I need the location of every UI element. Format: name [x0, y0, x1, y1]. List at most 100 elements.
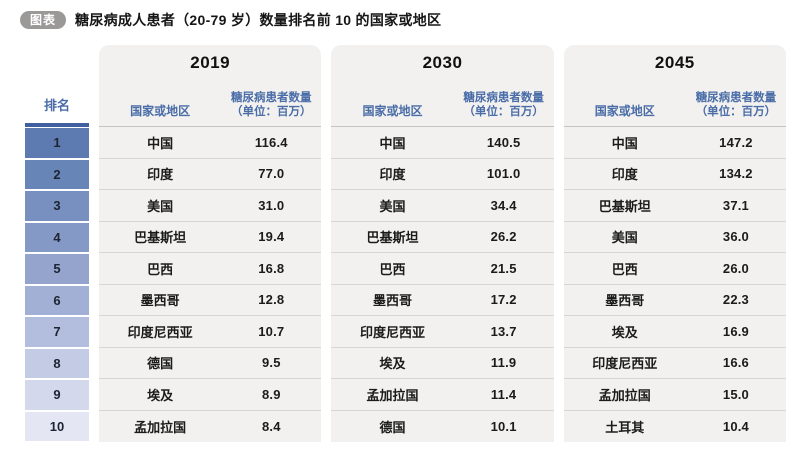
table-row-2030-rank8: 埃及 11.9 [331, 348, 554, 379]
value-cell: 16.8 [258, 260, 285, 276]
value-cell: 13.7 [490, 323, 517, 339]
value-cell: 11.4 [490, 386, 517, 402]
value-cell: 140.5 [486, 134, 521, 150]
rank-cell-3: 3 [25, 190, 89, 222]
value-cell: 12.8 [258, 292, 285, 308]
country-cell: 德国 [147, 356, 174, 372]
ranking-table: 排名 1 2 3 4 5 6 7 8 9 10 2019 国家或地区 糖尿病患者数量 （单位：百万） 中国… [25, 45, 786, 442]
value-column-header: 糖尿病患者数量 （单位：百万） [686, 81, 786, 126]
table-row-2045-rank6: 墨西哥 22.3 [563, 285, 786, 316]
country-cell: 美国 [147, 198, 174, 214]
value-header-line2: （单位：百万） [463, 106, 544, 118]
table-row-2030-rank2: 印度 101.0 [331, 159, 554, 190]
value-cell: 11.9 [490, 355, 517, 371]
rank-cell-10: 10 [25, 410, 89, 442]
table-row-2019-rank6: 墨西哥 12.8 [99, 285, 322, 316]
country-cell: 墨西哥 [372, 293, 412, 309]
country-cell: 巴基斯坦 [134, 230, 187, 246]
figure-title: 糖尿病成人患者（20-79 岁）数量排名前 10 的国家或地区 [75, 12, 442, 28]
table-row-2019-rank10: 孟加拉国 8.4 [99, 411, 321, 443]
year-label-2030: 2030 [422, 53, 463, 72]
value-cell: 8.4 [261, 418, 281, 434]
value-cell: 36.0 [722, 229, 749, 245]
year-panel-2045: 2045 国家或地区 糖尿病患者数量 （单位：百万） 中国 147.2 印度 134.2 巴基斯… [563, 45, 786, 442]
title-row: 图表 糖尿病成人患者（20-79 岁）数量排名前 10 的国家或地区 [20, 8, 786, 32]
country-cell: 埃及 [611, 324, 638, 340]
value-cell: 17.2 [490, 292, 517, 308]
column-headers: 国家或地区 糖尿病患者数量 （单位：百万） [99, 81, 322, 127]
rank-column-header: 排名 [25, 45, 89, 127]
value-cell: 147.2 [719, 134, 753, 150]
country-cell: 中国 [147, 135, 174, 151]
value-cell: 116.4 [254, 134, 288, 150]
value-header-line1: 糖尿病患者数量 [695, 92, 777, 104]
country-cell: 巴西 [379, 261, 406, 277]
figure-badge: 图表 [20, 11, 67, 29]
rank-cell-7: 7 [25, 316, 89, 348]
country-cell: 中国 [611, 135, 638, 151]
table-row-2030-rank9: 孟加拉国 11.4 [331, 379, 554, 411]
country-cell: 巴基斯坦 [598, 198, 651, 214]
value-column-header: 糖尿病患者数量 （单位：百万） [221, 81, 321, 126]
table-row-2019-rank2: 印度 77.0 [99, 159, 322, 190]
table-row-2019-rank1: 中国 116.4 [99, 127, 322, 159]
country-cell: 孟加拉国 [598, 387, 651, 403]
country-cell: 印度 [379, 167, 406, 183]
value-cell: 8.9 [261, 386, 281, 402]
country-cell: 印度尼西亚 [592, 356, 658, 372]
country-cell: 美国 [379, 198, 406, 214]
table-row-2019-rank7: 印度尼西亚 10.7 [99, 316, 322, 348]
value-cell: 21.5 [490, 260, 517, 276]
country-cell: 巴西 [147, 261, 174, 277]
table-row-2030-rank1: 中国 140.5 [331, 127, 554, 159]
value-cell: 31.0 [258, 197, 285, 213]
country-cell: 埃及 [379, 356, 406, 372]
country-column-header: 国家或地区 [362, 104, 423, 118]
rank-cell-8: 8 [25, 347, 89, 379]
table-row-2030-rank10: 德国 10.1 [331, 411, 553, 443]
value-cell: 10.1 [490, 418, 517, 434]
table-row-2019-rank5: 巴西 16.8 [99, 253, 322, 285]
value-cell: 26.0 [722, 260, 749, 276]
year-label-2019: 2019 [190, 53, 231, 72]
country-cell: 墨西哥 [605, 293, 645, 309]
value-cell: 16.6 [722, 355, 749, 371]
rank-cell-9: 9 [25, 379, 89, 411]
value-cell: 101.0 [486, 166, 521, 182]
table-row-2019-rank8: 德国 9.5 [99, 348, 322, 379]
rank-cell-4: 4 [25, 221, 89, 253]
value-cell: 9.5 [261, 355, 281, 371]
column-headers: 国家或地区 糖尿病患者数量 （单位：百万） [331, 81, 554, 127]
year-panel-2019: 2019 国家或地区 糖尿病患者数量 （单位：百万） 中国 116.4 印度 77.0 美国 31… [99, 45, 322, 443]
value-cell: 19.4 [258, 229, 285, 245]
country-cell: 印度 [147, 167, 174, 183]
country-cell: 印度尼西亚 [359, 324, 425, 340]
table-row-2045-rank3: 巴基斯坦 37.1 [563, 190, 786, 222]
table-row-2030-rank5: 巴西 21.5 [331, 253, 554, 285]
country-column-header: 国家或地区 [594, 104, 655, 118]
rank-cell-6: 6 [25, 284, 89, 316]
value-cell: 10.7 [258, 323, 285, 339]
rank-cell-1: 1 [25, 127, 89, 159]
table-row-2045-rank2: 印度 134.2 [563, 159, 786, 190]
rank-column: 排名 1 2 3 4 5 6 7 8 9 10 [25, 45, 89, 442]
value-cell: 22.3 [722, 292, 749, 308]
table-row-2045-rank4: 美国 36.0 [563, 222, 786, 253]
year-panel-2030: 2030 国家或地区 糖尿病患者数量 （单位：百万） 中国 140.5 印度 101.0 美国 3… [331, 45, 554, 443]
country-cell: 德国 [379, 419, 406, 435]
value-header-line1: 糖尿病患者数量 [463, 92, 544, 104]
table-row-2019-rank9: 埃及 8.9 [99, 379, 322, 411]
country-cell: 埃及 [147, 387, 174, 403]
table-row-2030-rank6: 墨西哥 17.2 [331, 285, 554, 316]
country-cell: 巴西 [611, 261, 638, 277]
table-row-2045-rank1: 中国 147.2 [563, 127, 786, 159]
value-header-line2: （单位：百万） [695, 106, 777, 118]
table-row-2045-rank7: 埃及 16.9 [563, 316, 786, 348]
value-cell: 16.9 [722, 323, 749, 339]
country-cell: 中国 [379, 135, 406, 151]
year-label-2045: 2045 [654, 53, 695, 72]
column-headers: 国家或地区 糖尿病患者数量 （单位：百万） [563, 81, 786, 127]
value-cell: 37.1 [722, 197, 749, 213]
value-cell: 77.0 [258, 166, 285, 182]
table-row-2045-rank5: 巴西 26.0 [563, 253, 786, 285]
